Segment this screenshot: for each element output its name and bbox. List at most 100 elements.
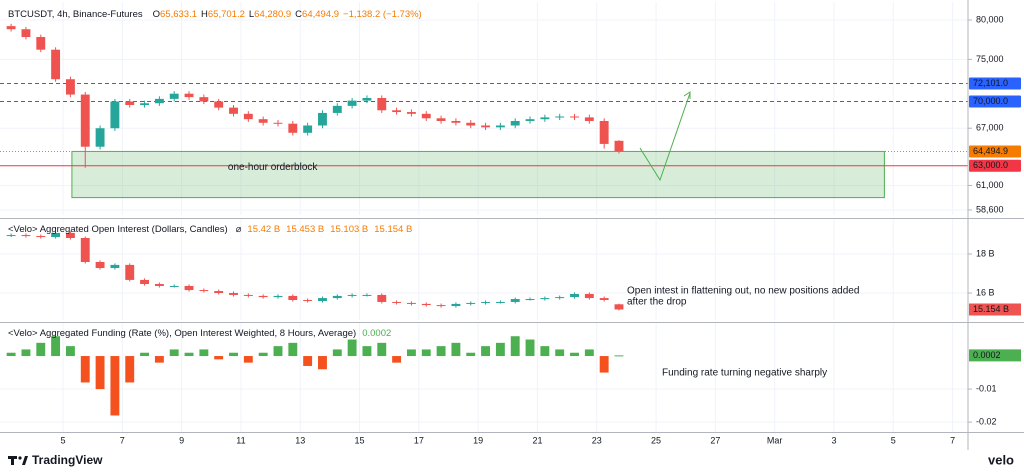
level-label: 63,000.0 <box>973 160 1008 170</box>
candle-body <box>466 122 476 126</box>
candle-body <box>21 235 31 237</box>
funding-bar <box>525 339 535 357</box>
y-tick-label: 80,000 <box>976 14 1004 24</box>
candle-body <box>392 301 402 303</box>
candle-body <box>154 98 164 104</box>
header-value: 15.154 B <box>374 224 412 235</box>
candle-body <box>169 93 179 99</box>
x-tick-label: 27 <box>710 435 720 445</box>
level-tag <box>969 95 1021 108</box>
funding-bar <box>36 342 46 357</box>
candle-body <box>421 303 431 306</box>
candle-body <box>362 294 372 296</box>
level-tag <box>969 145 1021 158</box>
candle-body <box>481 301 491 303</box>
candle-body <box>525 299 535 301</box>
candle-body <box>80 94 90 147</box>
y-tick-label: 16 B <box>976 287 995 297</box>
header-key: L <box>249 9 254 20</box>
candle-body <box>243 294 253 296</box>
candle-body <box>451 303 461 307</box>
header-value: 15.42 B <box>247 224 280 235</box>
candle-body <box>318 112 327 126</box>
funding-bar <box>347 339 357 357</box>
last-value-tag <box>969 303 1021 316</box>
candle-body <box>110 264 120 269</box>
funding-bar <box>288 342 298 357</box>
candle-body <box>555 116 565 118</box>
y-tick-label: 61,000 <box>976 180 1004 190</box>
annotation: after the drop <box>627 297 687 308</box>
x-tick-label: Mar <box>767 435 783 445</box>
candle-body <box>288 123 298 133</box>
candle-body <box>243 113 253 120</box>
x-tick-label: 15 <box>355 435 365 445</box>
header-value: 65,633.1 <box>160 9 197 20</box>
funding-bar <box>451 342 461 357</box>
header-value: 0.0002 <box>362 328 391 339</box>
zone-label: one-hour orderblock <box>228 162 318 173</box>
candle-body <box>436 305 446 307</box>
funding-bar <box>214 356 224 360</box>
funding-bar <box>199 349 209 357</box>
candle-body <box>169 285 179 287</box>
projection-arrow <box>639 91 691 182</box>
orderblock-zone <box>71 150 885 199</box>
candle-body <box>51 49 61 80</box>
y-tick-label: 75,000 <box>976 54 1004 64</box>
candle-body <box>377 98 387 111</box>
funding-bar <box>540 346 550 357</box>
candle-body <box>599 298 609 301</box>
candle-body <box>584 117 594 121</box>
candle-body <box>332 295 342 299</box>
x-tick-label: 13 <box>295 435 305 445</box>
text-layer: 5 7 9 11 13 15 17 19 21 23 25 27 Mar 3 5 7 58,600 61,000 6… <box>8 9 1021 445</box>
y-tick-label: 58,600 <box>976 204 1004 214</box>
funding-bar <box>125 356 135 383</box>
candle-body <box>184 93 194 98</box>
candle-body <box>199 290 209 292</box>
x-tick-label: 5 <box>61 435 66 445</box>
logo-part <box>11 456 14 465</box>
funding-bar <box>584 349 594 357</box>
candle-body <box>570 293 579 298</box>
annotation: Funding rate turning negative sharply <box>662 368 827 379</box>
candle-body <box>377 294 387 302</box>
funding-bar <box>510 336 520 357</box>
funding-bar <box>154 356 164 363</box>
funding-bar <box>110 356 120 416</box>
candle-body <box>451 120 461 123</box>
candle-body <box>36 37 46 50</box>
funding-bar <box>140 352 150 357</box>
candle-body <box>214 101 224 108</box>
annotation: Open intest in flattening out, no new po… <box>627 286 859 297</box>
candle-body <box>495 125 505 128</box>
y-tick-label: -0.01 <box>976 383 997 393</box>
funding-bar <box>466 352 476 357</box>
x-tick-label: 21 <box>532 435 542 445</box>
header-symbol: ⌀ <box>236 224 242 235</box>
funding-bar <box>555 349 565 357</box>
x-tick-label: 7 <box>120 435 125 445</box>
funding-bar <box>258 352 268 357</box>
candle-body <box>318 298 327 301</box>
candle-body <box>229 107 238 114</box>
grid-layer <box>0 2 972 432</box>
header-key: C <box>295 9 302 20</box>
funding-bar <box>184 352 194 357</box>
x-tick-label: 23 <box>592 435 602 445</box>
candle-body <box>570 116 579 118</box>
candle-body <box>51 232 61 238</box>
candle-body <box>273 122 283 124</box>
funding-bar <box>95 356 105 390</box>
candle-body <box>510 299 520 302</box>
funding-bar <box>6 352 16 357</box>
candle-body <box>288 295 298 301</box>
candle-body <box>258 295 268 298</box>
funding-bar <box>318 356 327 370</box>
candle-body <box>347 294 357 296</box>
funding-bar <box>229 352 238 357</box>
candle-body <box>65 232 75 238</box>
